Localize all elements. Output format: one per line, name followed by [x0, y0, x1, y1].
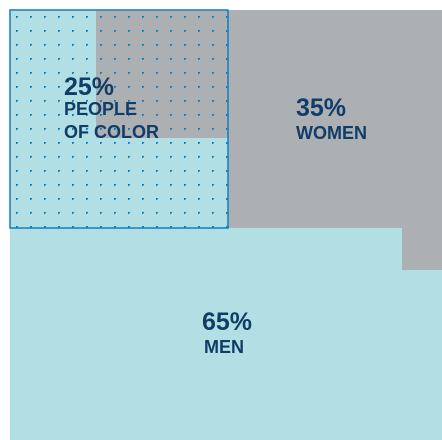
- women-percent: 35%: [296, 94, 346, 122]
- people-of-color-region: [10, 10, 228, 228]
- women-label: WOMEN: [296, 123, 367, 143]
- people-of-color-border: [9, 9, 229, 229]
- people-of-color-label-line1: PEOPLE: [64, 99, 137, 119]
- people-of-color-percent: 25%: [64, 73, 114, 101]
- men-percent: 65%: [202, 308, 252, 336]
- men-label: MEN: [204, 337, 244, 357]
- people-of-color-label-line2: OF COLOR: [64, 122, 159, 142]
